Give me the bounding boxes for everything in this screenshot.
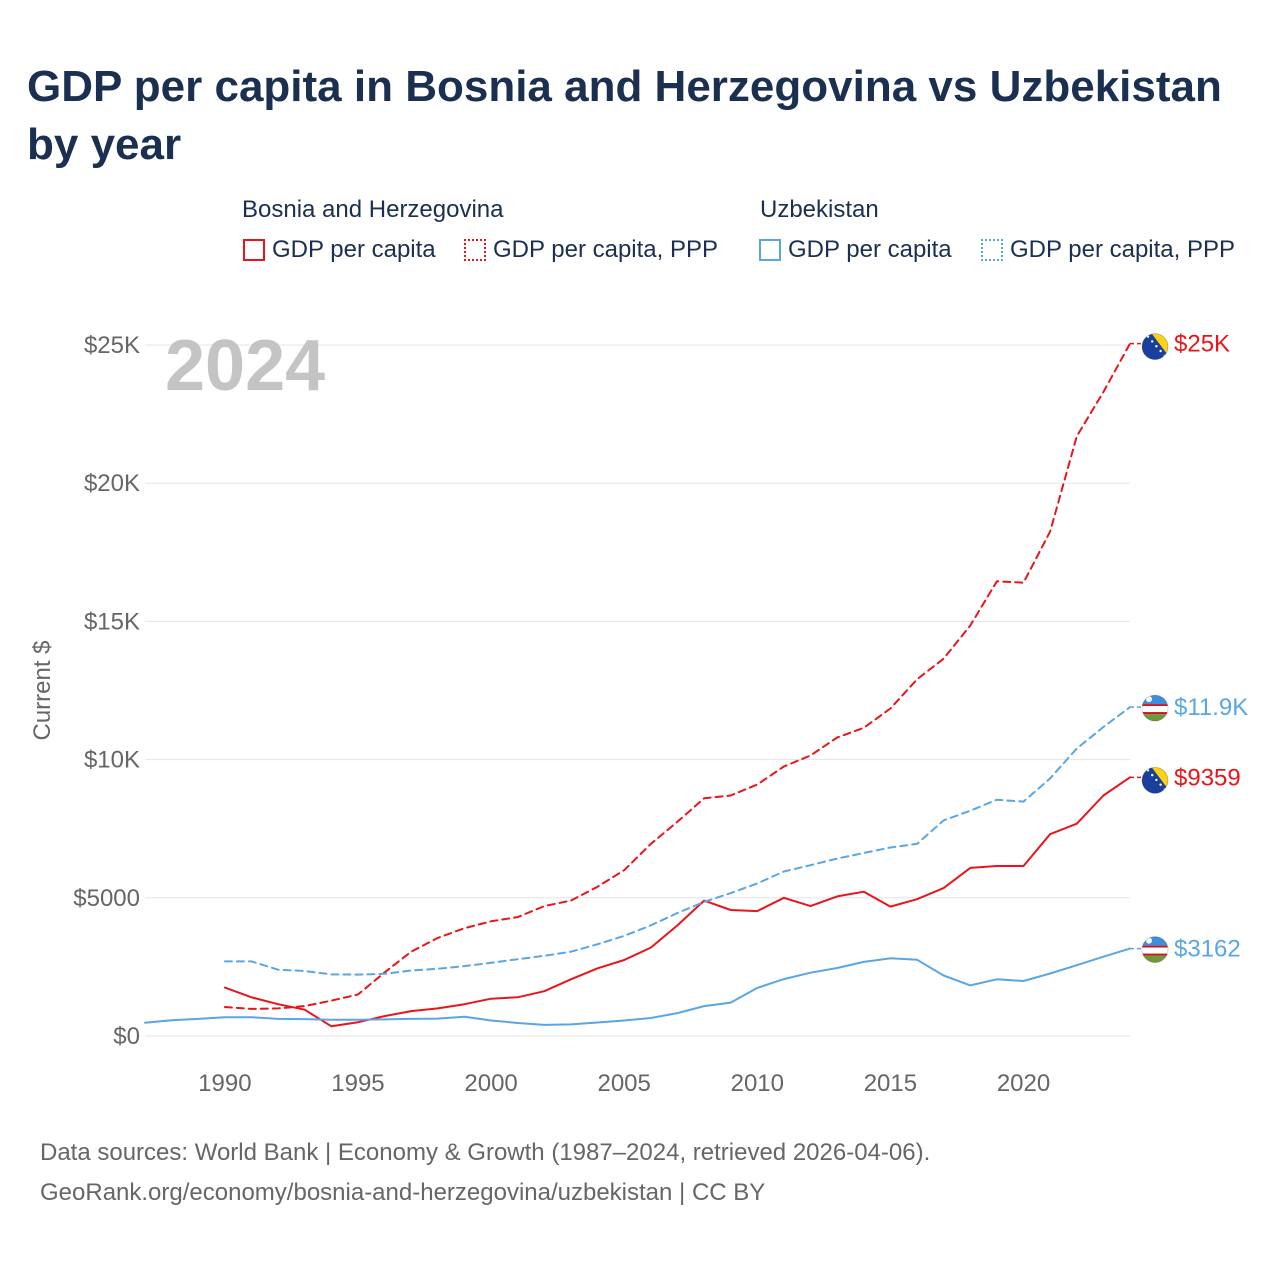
flag-outline — [1141, 936, 1169, 964]
line-chart: $0 $5000 $10K $15K $20K $25K 1990 1995 2000 2005 2… — [29, 331, 1248, 1097]
legend-label: GDP per capita — [272, 236, 436, 263]
legend-swatch-dotted-blue — [981, 239, 1003, 261]
uzbekistan-flag-icon — [1141, 936, 1169, 964]
flag-outline — [1141, 694, 1169, 722]
flag-outline — [1141, 766, 1169, 794]
x-tick-label: 2020 — [997, 1070, 1050, 1097]
flag-triangle — [1151, 333, 1168, 357]
year-indicator: 2024 — [165, 326, 326, 406]
y-tick-label: $15K — [84, 608, 140, 635]
flag-band-white — [1142, 947, 1168, 954]
flag-moon — [1146, 937, 1152, 944]
legend-label: GDP per capita, PPP — [1010, 236, 1235, 263]
footer-link[interactable]: GeoRank.org/economy/bosnia-and-herzegovi… — [40, 1179, 766, 1206]
flag-outline — [1141, 333, 1169, 361]
flag-stripe — [1142, 945, 1168, 948]
uzbekistan-flag-icon — [1141, 694, 1169, 722]
flag-star — [1155, 778, 1158, 782]
legend-swatch-dotted-red — [464, 239, 486, 261]
flag-band-blue — [1142, 936, 1168, 946]
flag-star — [1151, 773, 1154, 777]
legend-label: GDP per capita, PPP — [493, 236, 718, 263]
y-tick-label: $20K — [84, 470, 140, 497]
legend-uzbekistan-gdp[interactable]: GDP per capita — [759, 236, 952, 264]
flag-star — [1151, 340, 1154, 343]
x-tick-label: 2000 — [464, 1070, 517, 1097]
bosnia-flag-icon — [1141, 333, 1169, 361]
y-tick-label: $5000 — [73, 885, 140, 912]
flag-band-green — [1142, 955, 1168, 963]
x-tick-label: 1995 — [331, 1070, 384, 1097]
chart-title: GDP per capita in Bosnia and Herzegovina… — [27, 62, 1222, 169]
end-value-label: $9359 — [1174, 764, 1241, 791]
flag-band-white — [1142, 706, 1168, 713]
series-line-1 — [223, 342, 1131, 1010]
legend-label: GDP per capita — [788, 236, 952, 263]
end-value-label: $25K — [1174, 331, 1230, 358]
x-tick-label: 2015 — [864, 1070, 917, 1097]
legend-group-uzbekistan: Uzbekistan — [760, 196, 879, 223]
series-line-3 — [223, 706, 1131, 976]
legend-swatch-solid-red — [243, 239, 265, 261]
footer-sources: Data sources: World Bank | Economy & Gro… — [40, 1139, 931, 1166]
y-tick-label: $0 — [113, 1023, 140, 1050]
legend-swatch-solid-blue — [759, 239, 781, 261]
flag-body — [1142, 695, 1168, 722]
y-tick-label: $10K — [84, 747, 140, 774]
x-tick-label: 2010 — [731, 1070, 784, 1097]
flag-triangle — [1151, 767, 1168, 791]
flag-moon — [1146, 696, 1152, 703]
flag-band-blue — [1142, 695, 1168, 705]
flag-body — [1142, 936, 1168, 963]
legend-group-bosnia: Bosnia and Herzegovina — [242, 196, 504, 223]
legend-bosnia-gdp-ppp[interactable]: GDP per capita, PPP — [464, 236, 718, 264]
bosnia-flag-icon — [1141, 766, 1169, 794]
flag-star — [1159, 349, 1162, 353]
x-tick-label: 1990 — [198, 1070, 251, 1097]
series-line-0 — [223, 776, 1131, 1028]
legend-bosnia-gdp[interactable]: GDP per capita — [243, 236, 436, 264]
end-value-label: $3162 — [1174, 936, 1241, 963]
flag-body — [1142, 767, 1168, 794]
series-line-2 — [144, 947, 1131, 1026]
x-tick-label: 2005 — [597, 1070, 650, 1097]
end-value-label: $11.9K — [1174, 694, 1248, 721]
flag-band-green — [1142, 714, 1168, 722]
y-tick-label: $25K — [84, 332, 140, 359]
flag-stripe — [1142, 712, 1168, 715]
legend-uzbekistan-gdp-ppp[interactable]: GDP per capita, PPP — [981, 236, 1235, 264]
y-axis-title: Current $ — [29, 640, 56, 740]
flag-star — [1155, 345, 1158, 348]
flag-star — [1159, 783, 1162, 786]
flag-stripe — [1142, 704, 1168, 707]
flag-body — [1142, 333, 1168, 360]
flag-stripe — [1142, 953, 1168, 956]
